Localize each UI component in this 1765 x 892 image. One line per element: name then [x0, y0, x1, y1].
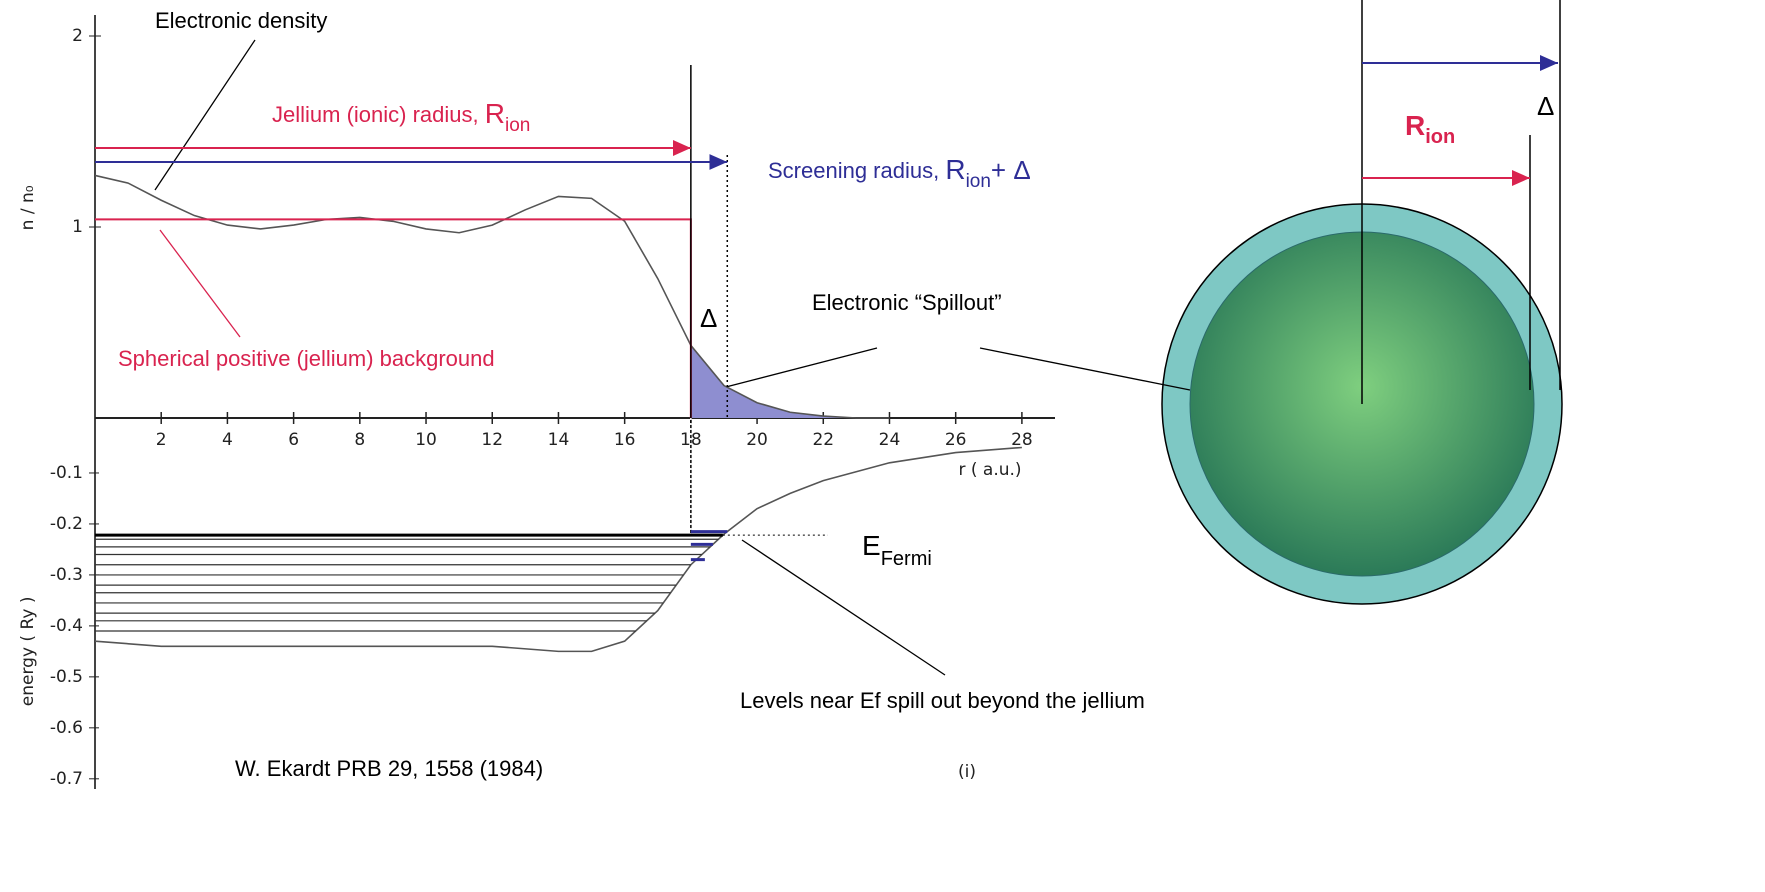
citation: W. Ekardt PRB 29, 1558 (1984) [235, 756, 543, 781]
y-tick-label: -0.1 [50, 463, 83, 483]
x-tick-label: 6 [288, 430, 299, 450]
x-tick-label: 24 [879, 430, 901, 450]
symbol: R [945, 154, 965, 185]
x-tick-label: 22 [812, 430, 834, 450]
x-tick-label: 8 [354, 430, 365, 450]
y-axis-label: n / n₀ [18, 185, 38, 230]
subscript: ion [966, 171, 991, 192]
panel-label: (i) [958, 762, 976, 782]
symbol: E [862, 530, 881, 561]
levels-note: Levels near Ef spill out beyond the jell… [740, 688, 1145, 713]
connector [980, 348, 1190, 390]
x-tick-label: 14 [548, 430, 570, 450]
fermi-label: EFermi [862, 530, 932, 570]
symbol: R [485, 98, 505, 129]
x-tick-label: 20 [746, 430, 768, 450]
delta-label: Δ [700, 303, 717, 333]
page: {"chart_data": [ {"type": "line", "ylabe… [0, 0, 1765, 892]
screening-radius-label: Screening radius, Rion+ Δ [768, 154, 1031, 192]
subscript: ion [505, 115, 530, 136]
suffix: + Δ [991, 155, 1031, 185]
y-tick-label: -0.2 [50, 514, 83, 534]
series-line [95, 175, 889, 418]
y-tick-label: -0.6 [50, 718, 83, 738]
x-tick-label: 26 [945, 430, 967, 450]
connector [722, 348, 877, 388]
subscript: Fermi [881, 548, 932, 570]
figure: Rion Δ Electronic density Jellium (ionic… [0, 0, 1765, 892]
symbol: R [1405, 110, 1425, 141]
x-tick-label: 4 [222, 430, 233, 450]
sphere-delta: Δ [1537, 91, 1554, 121]
x-tick-label: 10 [415, 430, 437, 450]
text: Jellium (ionic) radius, [272, 102, 485, 127]
connector [155, 40, 255, 190]
jellium-radius-label: Jellium (ionic) radius, Rion [272, 98, 530, 136]
y-tick-label: -0.7 [50, 769, 83, 789]
series-line [95, 219, 691, 418]
y-tick-label: 2 [72, 26, 83, 46]
x-tick-label: 28 [1011, 430, 1033, 450]
y-tick-label: -0.5 [50, 667, 83, 687]
connector [160, 230, 240, 337]
x-tick-label: 2 [156, 430, 167, 450]
subscript: ion [1425, 126, 1455, 148]
y-axis-label: energy ( Ry ) [18, 597, 38, 707]
y-tick-label: -0.3 [50, 565, 83, 585]
sphere-rion-label: Rion [1405, 110, 1455, 148]
x-tick-label: 16 [614, 430, 636, 450]
y-tick-label: -0.4 [50, 616, 83, 636]
x-tick-label: 12 [481, 430, 503, 450]
text: Screening radius, [768, 158, 945, 183]
spillout-label: Electronic “Spillout” [812, 290, 1002, 315]
y-tick-label: 1 [72, 217, 83, 237]
density-label: Electronic density [155, 8, 327, 33]
x-axis-label: r ( a.u.) [958, 460, 1021, 480]
background-label: Spherical positive (jellium) background [118, 346, 495, 371]
